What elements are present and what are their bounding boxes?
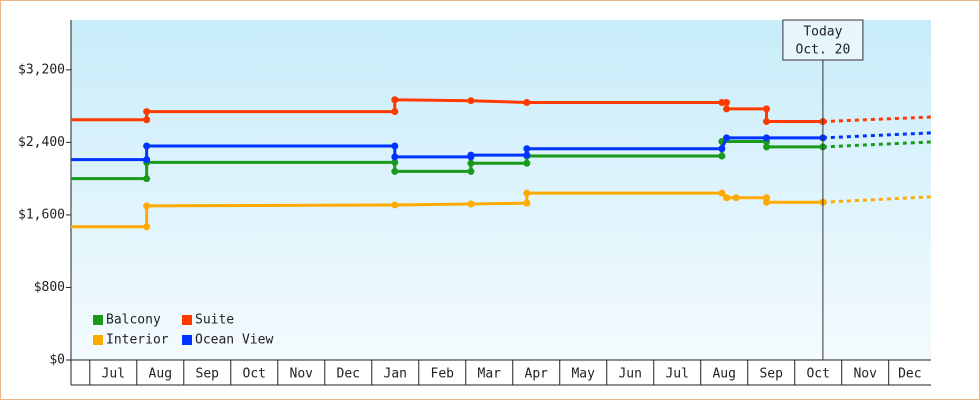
point bbox=[143, 223, 151, 231]
point bbox=[143, 202, 151, 210]
legend-label: Suite bbox=[195, 313, 234, 328]
plot-area bbox=[71, 20, 931, 360]
point bbox=[763, 143, 771, 151]
legend-swatch bbox=[93, 315, 103, 325]
point bbox=[391, 153, 399, 161]
projection-line bbox=[822, 131, 932, 140]
x-tick-label: Nov bbox=[853, 367, 877, 382]
point bbox=[763, 105, 771, 113]
x-tick-label: Oct bbox=[806, 367, 829, 382]
point bbox=[523, 145, 531, 153]
x-tick-label: Nov bbox=[290, 367, 314, 382]
legend-label: Ocean View bbox=[195, 333, 273, 348]
x-tick-label: Aug bbox=[149, 367, 172, 382]
x-tick-label: Oct bbox=[243, 367, 266, 382]
legend-label: Balcony bbox=[106, 313, 161, 328]
projection-line bbox=[822, 195, 932, 204]
point bbox=[523, 151, 531, 159]
y-tick-label: $1,600 bbox=[18, 207, 65, 222]
point bbox=[467, 97, 475, 105]
y-tick-label: $2,400 bbox=[18, 135, 65, 150]
point bbox=[723, 134, 731, 142]
x-tick-label: Sep bbox=[759, 367, 783, 382]
x-tick-label: Jun bbox=[618, 367, 641, 382]
x-tick-label: May bbox=[571, 367, 595, 382]
legend-swatch bbox=[182, 335, 192, 345]
point bbox=[143, 156, 151, 164]
point bbox=[723, 105, 731, 113]
point bbox=[391, 108, 399, 116]
projection-line bbox=[822, 115, 932, 124]
point bbox=[391, 201, 399, 209]
projection-line bbox=[822, 140, 932, 149]
series-line bbox=[71, 139, 823, 181]
today-date: Oct. 20 bbox=[796, 43, 851, 58]
point bbox=[391, 142, 399, 150]
y-tick-label: $3,200 bbox=[18, 62, 65, 77]
today-label: Today bbox=[803, 25, 842, 40]
point bbox=[523, 199, 531, 207]
x-tick-label: Aug bbox=[712, 367, 735, 382]
x-tick-label: Mar bbox=[478, 367, 502, 382]
x-tick-label: Dec bbox=[337, 367, 360, 382]
x-tick-label: Sep bbox=[196, 367, 220, 382]
point bbox=[523, 189, 531, 197]
point bbox=[467, 159, 475, 167]
point bbox=[391, 167, 399, 175]
y-tick-label: $0 bbox=[49, 353, 65, 368]
today-box bbox=[782, 19, 864, 61]
point bbox=[467, 151, 475, 159]
point bbox=[732, 194, 740, 202]
x-tick-label: Feb bbox=[431, 367, 455, 382]
point bbox=[523, 159, 531, 167]
point bbox=[523, 99, 531, 107]
legend-swatch bbox=[93, 335, 103, 345]
legend-label: Interior bbox=[106, 333, 169, 348]
point bbox=[723, 99, 731, 107]
point bbox=[143, 108, 151, 116]
point bbox=[391, 158, 399, 166]
x-tick-label: Dec bbox=[898, 367, 921, 382]
point bbox=[718, 145, 726, 153]
x-tick-label: Jul bbox=[102, 367, 125, 382]
point bbox=[718, 152, 726, 160]
point bbox=[391, 96, 399, 104]
point bbox=[143, 116, 151, 124]
x-tick-label: Jul bbox=[665, 367, 688, 382]
legend-swatch bbox=[182, 315, 192, 325]
point bbox=[718, 189, 726, 197]
x-tick-label: Apr bbox=[525, 367, 549, 382]
point bbox=[763, 118, 771, 126]
point bbox=[763, 134, 771, 142]
point bbox=[723, 194, 731, 202]
point bbox=[467, 167, 475, 175]
point bbox=[763, 198, 771, 206]
point bbox=[467, 200, 475, 208]
point bbox=[143, 175, 151, 183]
point bbox=[143, 142, 151, 150]
y-tick-label: $800 bbox=[34, 280, 65, 295]
x-tick-label: Jan bbox=[384, 367, 407, 382]
marks bbox=[71, 96, 932, 231]
